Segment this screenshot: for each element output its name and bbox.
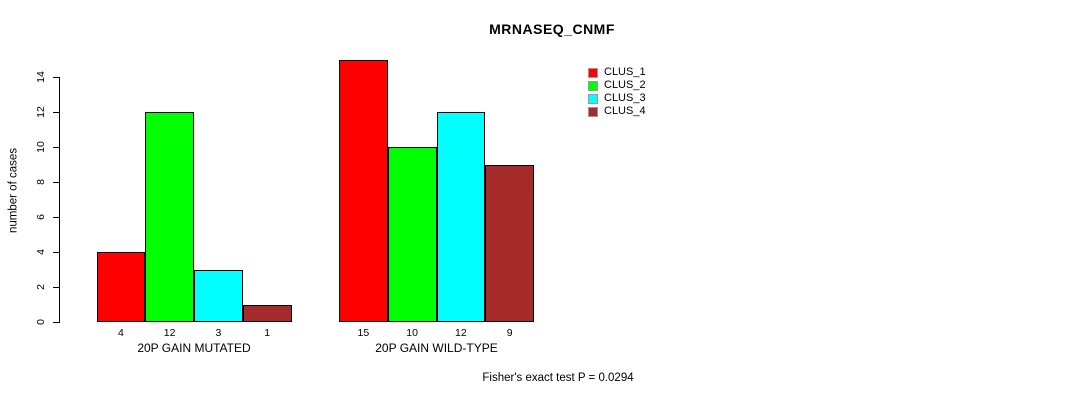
legend-label: CLUS_1	[604, 66, 646, 78]
y-axis-title: number of cases	[7, 148, 20, 234]
bar-value-label: 4	[117, 327, 124, 339]
legend-entry: CLUS_2	[588, 79, 646, 92]
y-tick	[53, 181, 59, 183]
legend-label: CLUS_2	[604, 79, 646, 91]
y-tick	[53, 111, 59, 113]
bar	[242, 304, 292, 322]
y-axis-line	[59, 77, 60, 323]
chart-title: MRNASEQ_CNMF	[489, 21, 615, 37]
y-tick	[53, 216, 59, 218]
bar-value-label: 3	[215, 327, 222, 339]
y-tick-label: 10	[35, 141, 47, 153]
y-tick-label: 14	[35, 71, 47, 83]
y-tick-label: 6	[35, 214, 47, 220]
legend-label: CLUS_4	[604, 105, 646, 117]
bar-value-label: 9	[506, 327, 513, 339]
legend-swatch	[588, 80, 598, 91]
legend-label: CLUS_3	[604, 92, 646, 104]
bar-value-label: 1	[264, 327, 271, 339]
stat-annotation: Fisher's exact test P = 0.0294	[482, 372, 634, 384]
bar	[436, 112, 486, 322]
y-tick	[53, 286, 59, 288]
bar	[339, 59, 388, 322]
y-tick	[53, 76, 59, 78]
legend-entry: CLUS_3	[588, 92, 646, 105]
legend-swatch	[588, 106, 598, 117]
bar	[145, 112, 194, 322]
group-label: 20P GAIN WILD-TYPE	[375, 341, 498, 355]
legend: CLUS_1 CLUS_2 CLUS_3 CLUS_4	[588, 66, 646, 118]
y-tick-label: 8	[35, 179, 47, 185]
bar-value-label: 10	[406, 327, 418, 339]
bar	[96, 252, 146, 322]
y-tick-label: 12	[35, 106, 47, 118]
y-tick	[53, 321, 59, 323]
legend-entry: CLUS_4	[588, 105, 646, 118]
legend-swatch	[588, 93, 598, 104]
legend-swatch	[588, 67, 598, 78]
bar-value-label: 15	[357, 327, 370, 339]
y-tick-label: 4	[35, 249, 47, 255]
y-tick-label: 2	[35, 284, 47, 290]
group-label: 20P GAIN MUTATED	[137, 341, 251, 355]
legend-entry: CLUS_1	[588, 66, 646, 79]
y-tick-label: 0	[35, 319, 47, 325]
y-tick	[53, 251, 59, 253]
y-tick	[53, 146, 59, 148]
bar	[194, 269, 243, 322]
bar-value-label: 12	[163, 327, 176, 339]
bar-value-label: 12	[455, 327, 467, 339]
bar	[387, 147, 437, 322]
bar	[485, 164, 534, 322]
